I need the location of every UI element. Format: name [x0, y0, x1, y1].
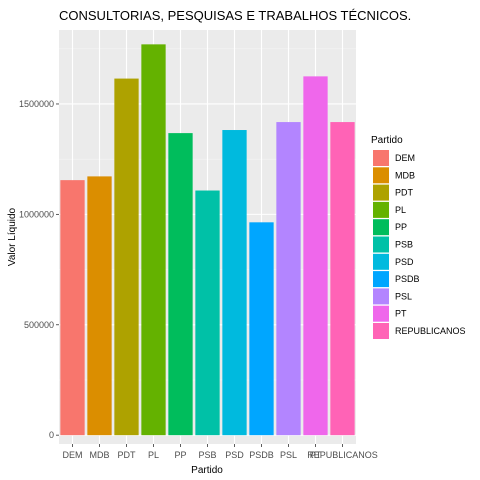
x-axis-title: Partido — [191, 465, 223, 476]
legend-key-psb — [373, 237, 389, 253]
x-tick-label: PL — [148, 450, 159, 460]
y-tick-label: 1500000 — [19, 99, 54, 109]
legend-key-pl — [373, 202, 389, 218]
legend-label: PT — [395, 309, 407, 319]
x-tick-label: REPUBLICANOS — [307, 450, 378, 460]
bar-republicanos — [330, 122, 354, 435]
y-axis-ticks: 0 500000 1000000 1500000 — [19, 99, 59, 440]
x-tick-label: DEM — [63, 450, 83, 460]
y-tick-label: 0 — [49, 430, 54, 440]
legend-label: PSDB — [395, 274, 420, 284]
y-tick-label: 1000000 — [19, 209, 54, 219]
x-tick-label: PDT — [118, 450, 137, 460]
chart-title: CONSULTORIAS, PESQUISAS E TRABALHOS TÉCN… — [59, 8, 411, 23]
legend-title: Partido — [371, 135, 403, 146]
y-axis-title: Valor Líquido — [7, 207, 18, 266]
legend-label: REPUBLICANOS — [395, 326, 466, 336]
bar-psd — [222, 130, 246, 435]
legend-label: PP — [395, 222, 407, 232]
legend-label: MDB — [395, 170, 415, 180]
legend-label: PSD — [395, 257, 414, 267]
legend-key-dem — [373, 150, 389, 166]
bar-pdt — [114, 79, 138, 436]
bar-pt — [303, 76, 327, 435]
bar-psb — [195, 191, 219, 436]
legend-key-pt — [373, 306, 389, 322]
legend-key-psl — [373, 288, 389, 304]
legend-key-psd — [373, 254, 389, 270]
legend-label: PSB — [395, 240, 413, 250]
x-tick-label: PSD — [225, 450, 244, 460]
x-tick-label: PSL — [280, 450, 297, 460]
bar-mdb — [87, 176, 111, 435]
x-tick-label: PP — [174, 450, 186, 460]
legend-key-pdt — [373, 185, 389, 201]
legend-key-psdb — [373, 271, 389, 287]
legend-key-mdb — [373, 167, 389, 183]
x-tick-label: PSB — [198, 450, 216, 460]
bar-pp — [168, 133, 192, 435]
legend-key-pp — [373, 219, 389, 235]
bar-pl — [141, 44, 165, 435]
legend-key-republicanos — [373, 323, 389, 339]
y-tick-label: 500000 — [24, 320, 54, 330]
legend-label: PSL — [395, 291, 412, 301]
x-tick-label: MDB — [90, 450, 110, 460]
legend-label: PL — [395, 205, 406, 215]
legend-label: PDT — [395, 188, 414, 198]
x-tick-label: PSDB — [249, 450, 274, 460]
bar-psl — [276, 122, 300, 435]
legend-label: DEM — [395, 153, 415, 163]
legend: Partido DEM MDB PDT PL PP PSB PSD PSDB PSL PT REPU… — [371, 135, 466, 339]
bar-dem — [60, 180, 84, 435]
bar-psdb — [249, 222, 273, 435]
